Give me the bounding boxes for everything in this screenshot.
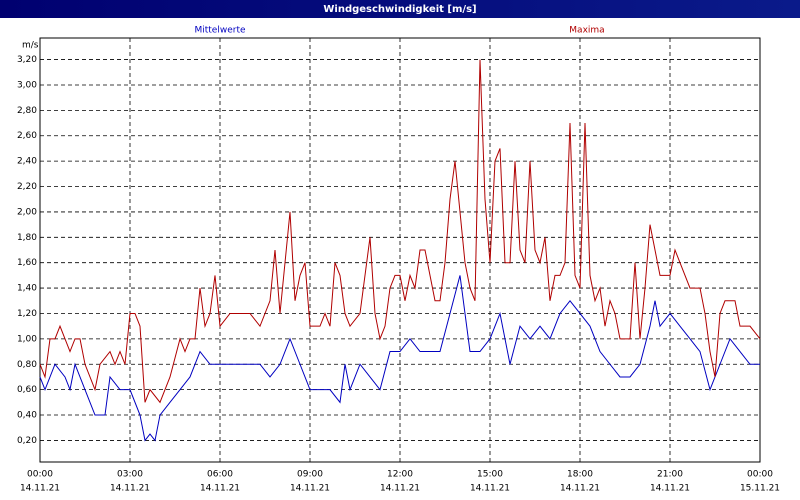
- y-tick-label: 2,40: [17, 157, 37, 167]
- data-line: [39, 59, 761, 404]
- y-tick-label: 2,00: [17, 207, 37, 217]
- x-tick-date: 14.11.21: [200, 484, 240, 494]
- x-tick-label: 09:00: [297, 470, 323, 480]
- y-tick-label: 0,80: [17, 360, 37, 370]
- x-tick-label: 00:00: [27, 470, 53, 480]
- x-tick-date: 14.11.21: [560, 484, 600, 494]
- x-tick-date: 14.11.21: [470, 484, 510, 494]
- x-tick-label: 03:00: [117, 470, 143, 480]
- y-tick-label: 1,00: [17, 334, 37, 344]
- legend-label: Maxima: [569, 26, 604, 36]
- x-tick-date: 14.11.21: [650, 484, 690, 494]
- y-tick-label: 2,80: [17, 106, 37, 116]
- y-tick-label: 0,60: [17, 385, 37, 395]
- y-tick-label: 3,20: [17, 55, 37, 65]
- x-tick-label: 15:00: [477, 470, 503, 480]
- y-tick-label: 0,20: [17, 436, 37, 446]
- y-tick-label: 2,20: [17, 182, 37, 192]
- y-tick-label: 1,60: [17, 258, 37, 268]
- x-tick-date: 15.11.21: [740, 484, 780, 494]
- y-tick-label: 1,20: [17, 309, 37, 319]
- title-bar: [0, 0, 800, 18]
- x-tick-date: 14.11.21: [110, 484, 150, 494]
- x-tick-date: 14.11.21: [20, 484, 60, 494]
- chart-title: Windgeschwindigkeit [m/s]: [323, 4, 476, 15]
- y-tick-label: 1,80: [17, 233, 37, 243]
- y-tick-label: 2,60: [17, 131, 37, 141]
- data-line: [39, 275, 760, 442]
- legend-label: Mittelwerte: [194, 26, 245, 36]
- x-tick-label: 00:00: [747, 470, 773, 480]
- x-tick-label: 18:00: [567, 470, 593, 480]
- y-tick-label: 0,40: [17, 411, 37, 421]
- x-tick-date: 14.11.21: [290, 484, 330, 494]
- x-tick-date: 14.11.21: [380, 484, 420, 494]
- x-tick-label: 12:00: [387, 470, 413, 480]
- x-tick-label: 06:00: [207, 470, 233, 480]
- y-tick-label: 3,00: [17, 80, 37, 90]
- y-axis-label: m/s: [22, 41, 39, 51]
- x-tick-label: 21:00: [657, 470, 683, 480]
- y-tick-label: 1,40: [17, 284, 37, 294]
